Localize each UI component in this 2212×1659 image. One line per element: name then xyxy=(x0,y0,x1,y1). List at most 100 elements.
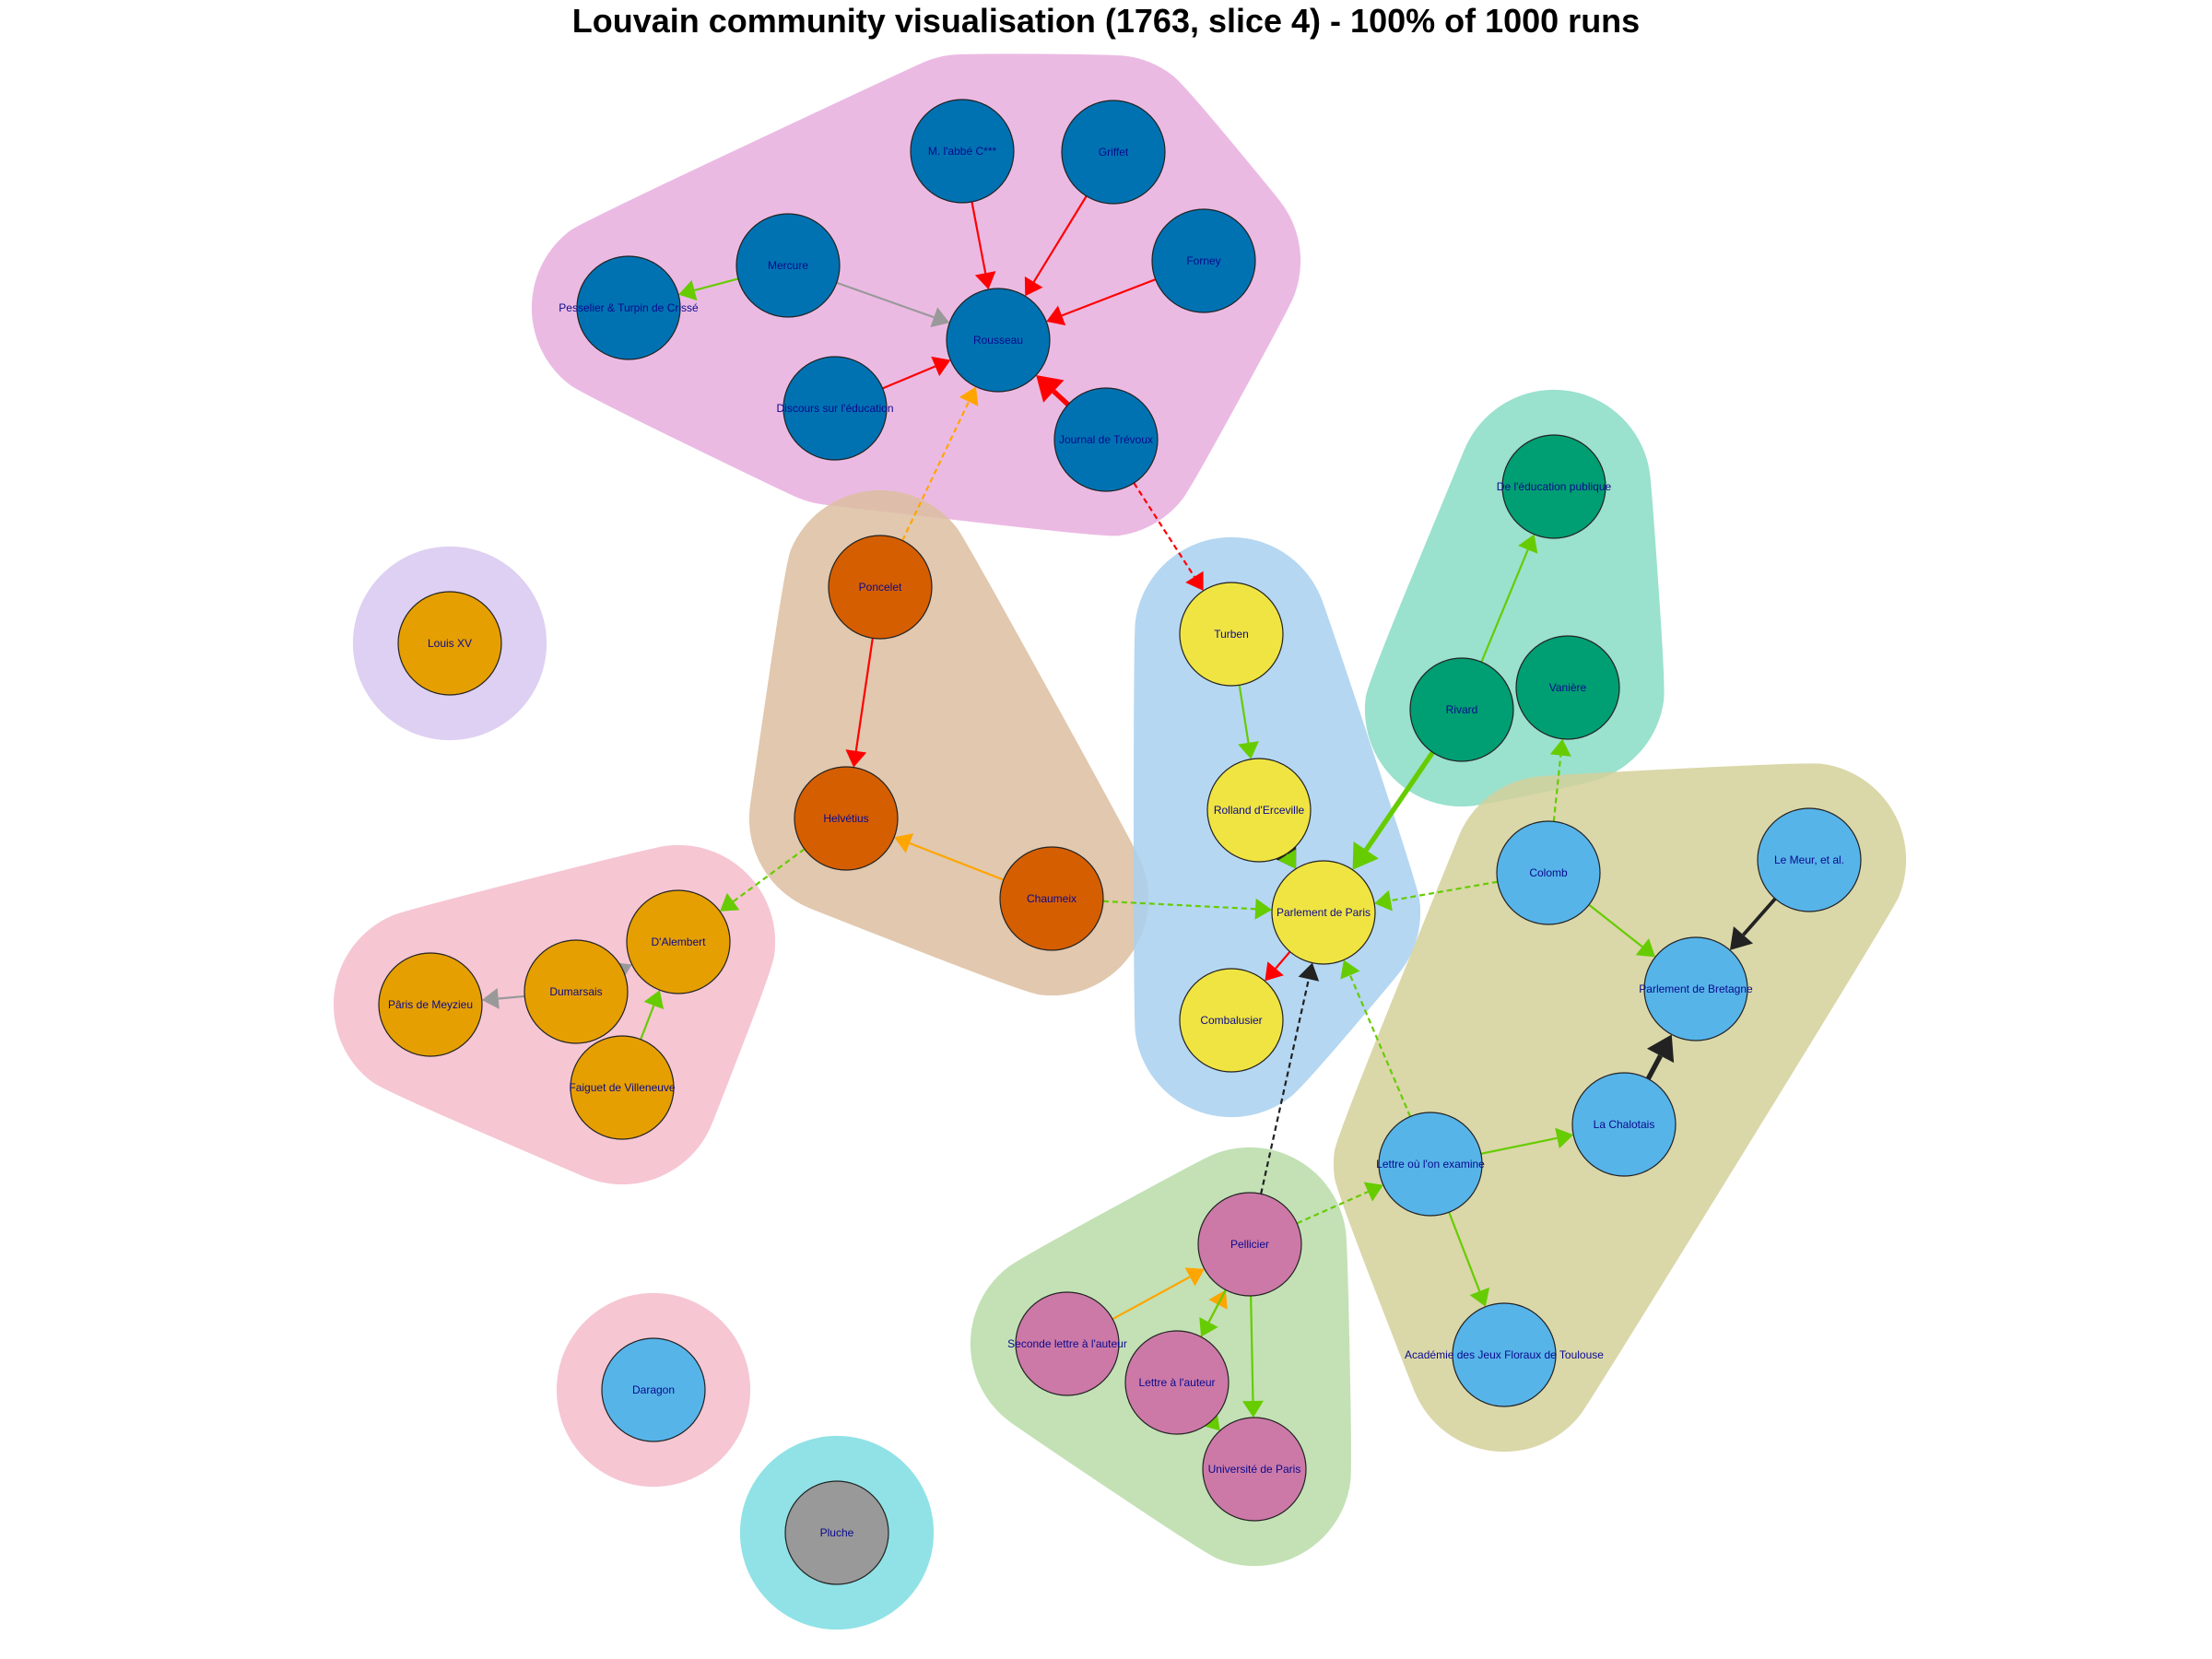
node-paris: Pâris de Meyzieu xyxy=(378,952,483,1057)
node-louisxv: Louis XV xyxy=(397,591,502,696)
node-circle-discours xyxy=(782,356,888,461)
node-circle-pellicier xyxy=(1197,1192,1302,1297)
node-pluche: Pluche xyxy=(784,1480,889,1585)
node-circle-deleduc xyxy=(1501,434,1606,539)
graph-edges xyxy=(481,195,1777,1431)
node-circle-lettreexam xyxy=(1378,1112,1483,1217)
node-label-colomb: Colomb xyxy=(1529,866,1568,879)
node-helvetius: Helvétius xyxy=(794,766,899,871)
edge-mercure-rousseau xyxy=(836,281,950,328)
edge-pellicier-univparis xyxy=(1241,1295,1264,1418)
node-label-rolland: Rolland d'Erceville xyxy=(1214,804,1305,817)
node-label-dumarsais: Dumarsais xyxy=(549,985,602,998)
edge-chaumeix-parlparis xyxy=(1102,898,1273,920)
node-circle-lemeur xyxy=(1757,807,1862,912)
node-circle-faiguet xyxy=(570,1035,675,1140)
node-mercure: Mercure xyxy=(735,213,841,318)
node-circle-parlparis xyxy=(1271,860,1376,965)
edge-seconde-pellicier xyxy=(1112,1267,1205,1321)
node-circle-louisxv xyxy=(397,591,502,696)
node-label-lettreexam: Lettre où l'on examine xyxy=(1376,1158,1485,1171)
node-label-chalotais: La Chalotais xyxy=(1594,1118,1655,1131)
edge-poncelet-helvetius xyxy=(845,638,874,768)
node-lettreauteur: Lettre à l'auteur xyxy=(1124,1330,1230,1435)
node-circle-rousseau xyxy=(946,288,1051,393)
node-lettreexam: Lettre où l'on examine xyxy=(1376,1112,1485,1217)
edge-pellicier-lettreexam xyxy=(1296,1182,1383,1225)
edge-abbe-rousseau xyxy=(971,201,996,289)
node-label-helvetius: Helvétius xyxy=(823,812,868,825)
node-label-seconde: Seconde lettre à l'auteur xyxy=(1007,1337,1127,1350)
node-circle-poncelet xyxy=(828,535,933,640)
edge-discours-rousseau xyxy=(882,356,951,390)
node-dalembert: D'Alembert xyxy=(626,889,731,994)
node-rolland: Rolland d'Erceville xyxy=(1206,758,1312,863)
node-circle-trevoux xyxy=(1053,387,1159,492)
node-label-parlparis: Parlement de Paris xyxy=(1277,906,1371,919)
node-circle-forney xyxy=(1151,208,1256,313)
edge-trevoux-rousseau xyxy=(1036,374,1070,407)
node-colomb: Colomb xyxy=(1496,820,1601,925)
node-label-pluche: Pluche xyxy=(820,1526,854,1539)
edge-pellicier-parlparis xyxy=(1260,962,1320,1194)
node-circle-chaumeix xyxy=(999,846,1104,951)
node-forney: Forney xyxy=(1151,208,1256,313)
node-chalotais: La Chalotais xyxy=(1571,1072,1677,1177)
edge-lettreexam-chalotais xyxy=(1480,1127,1574,1155)
edge-rivard-deleduc xyxy=(1480,534,1538,663)
node-circle-seconde xyxy=(1015,1291,1120,1396)
node-circle-chalotais xyxy=(1571,1072,1677,1177)
node-label-dalembert: D'Alembert xyxy=(652,935,707,948)
node-academie: Académie des Jeux Floraux de Toulouse xyxy=(1405,1302,1604,1407)
node-pesselier: Pesselier & Turpin de Crissé xyxy=(559,255,699,360)
node-label-vaniere: Vanière xyxy=(1549,681,1587,694)
node-vaniere: Vanière xyxy=(1515,635,1620,740)
node-turben: Turben xyxy=(1179,582,1284,687)
node-label-abbe: M. l'abbé C*** xyxy=(928,145,997,158)
node-lemeur: Le Meur, et al. xyxy=(1757,807,1862,912)
node-chaumeix: Chaumeix xyxy=(999,846,1104,951)
node-label-lettreauteur: Lettre à l'auteur xyxy=(1138,1376,1215,1389)
node-dumarsais: Dumarsais xyxy=(524,939,629,1044)
node-circle-academie xyxy=(1452,1302,1557,1407)
node-label-louisxv: Louis XV xyxy=(428,637,472,650)
node-label-forney: Forney xyxy=(1186,254,1220,267)
edge-parlparis-combalusier xyxy=(1265,950,1291,982)
node-label-trevoux: Journal de Trévoux xyxy=(1059,433,1153,446)
node-circle-vaniere xyxy=(1515,635,1620,740)
node-parlbret: Parlement de Bretagne xyxy=(1639,936,1753,1041)
node-circle-colomb xyxy=(1496,820,1601,925)
edge-colomb-vaniere xyxy=(1549,738,1571,822)
graph-nodes: M. l'abbé C*** Griffet Mercure Forney Pessel… xyxy=(378,99,1862,1585)
node-daragon: Daragon xyxy=(601,1337,706,1442)
node-label-discours: Discours sur l'éducation xyxy=(776,402,893,415)
node-label-rousseau: Rousseau xyxy=(973,334,1023,347)
edge-lettreexam-parlparis xyxy=(1340,959,1412,1117)
node-univparis: Université de Paris xyxy=(1202,1417,1307,1522)
node-circle-rolland xyxy=(1206,758,1312,863)
node-label-griffet: Griffet xyxy=(1099,146,1129,159)
chart-title: Louvain community visualisation (1763, s… xyxy=(571,2,1641,40)
edge-lettreexam-academie xyxy=(1448,1211,1490,1307)
node-label-academie: Académie des Jeux Floraux de Toulouse xyxy=(1405,1348,1604,1361)
node-trevoux: Journal de Trévoux xyxy=(1053,387,1159,492)
node-circle-daragon xyxy=(601,1337,706,1442)
node-label-combalusier: Combalusier xyxy=(1200,1014,1262,1027)
edge-helvetius-dalembert xyxy=(720,848,806,912)
node-circle-dumarsais xyxy=(524,939,629,1044)
node-parlparis: Parlement de Paris xyxy=(1271,860,1376,965)
edge-chalotais-parlbret xyxy=(1645,1034,1675,1080)
node-abbe: M. l'abbé C*** xyxy=(910,99,1015,204)
edge-dumarsais-paris xyxy=(481,988,525,1009)
node-circle-combalusier xyxy=(1179,968,1284,1073)
node-circle-rivard xyxy=(1409,657,1514,762)
node-rousseau: Rousseau xyxy=(946,288,1051,393)
node-discours: Discours sur l'éducation xyxy=(776,356,894,461)
node-label-faiguet: Faiguet de Villeneuve xyxy=(569,1081,676,1094)
node-label-parlbret: Parlement de Bretagne xyxy=(1639,982,1753,995)
node-label-chaumeix: Chaumeix xyxy=(1027,892,1077,905)
node-combalusier: Combalusier xyxy=(1179,968,1284,1073)
edge-mercure-pesselier xyxy=(678,277,739,301)
node-circle-pesselier xyxy=(576,255,681,360)
